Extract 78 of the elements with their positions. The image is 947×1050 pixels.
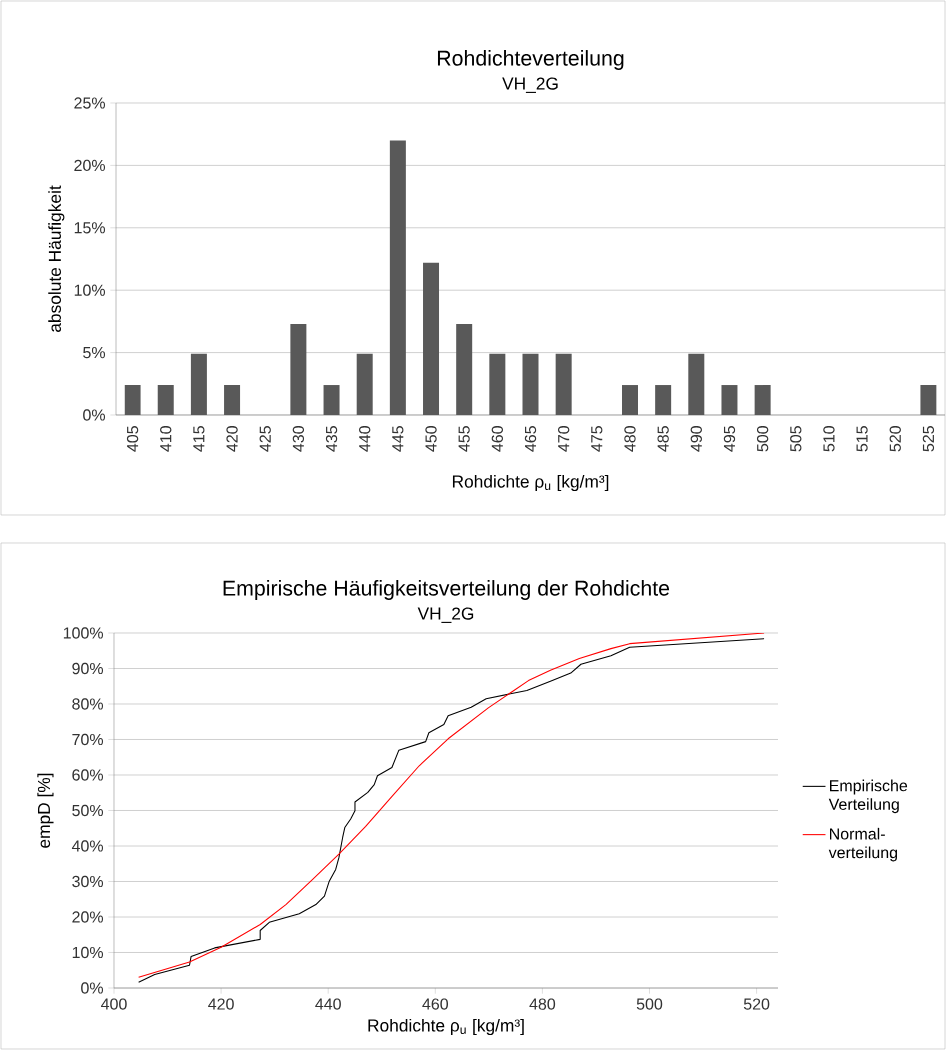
y-tick-label: 15% [74,222,106,234]
x-tick-label: 435 [325,426,338,452]
bar [754,385,771,415]
y-tick-label: 20% [72,911,104,923]
y-tick-label: 20% [74,159,106,172]
bar [190,353,207,415]
bar [721,385,738,415]
y-tick-label: 0% [83,409,106,421]
x-tick-label: 440 [359,426,371,452]
y-axis-title: absolute Häufigkeit [48,185,65,332]
x-tick-label: 480 [529,998,556,1010]
x-tick-label: 425 [259,426,271,452]
y-tick-label: 0% [81,982,104,994]
x-axis-title: Rohdichte ρ$_{u}$ [kg/m³] [452,474,609,492]
bar [555,353,572,415]
bar [356,353,373,415]
bar [920,385,937,415]
bar [456,323,473,415]
y-tick-label: 30% [72,875,104,888]
bar [489,353,506,415]
x-tick-label: 410 [160,426,172,452]
x-tick-label: 500 [636,998,663,1010]
y-tick-label: 5% [83,346,106,359]
y-tick-label: 60% [72,769,104,781]
bar [224,385,241,415]
x-tick-label: 440 [315,998,341,1010]
x-tick-label: 510 [823,426,835,452]
legend-label: Normal-verteilung [828,827,898,862]
x-tick-label: 400 [101,998,127,1010]
y-tick-label: 25% [74,97,106,109]
chart-subtitle: VH_2G [502,77,558,93]
y-tick-label: 70% [72,733,104,746]
chart-title: Rohdichteverteilung [437,50,624,70]
x-tick-label: 430 [292,426,305,452]
bar [389,140,406,415]
x-tick-label: 475 [591,426,603,452]
bar [688,353,705,415]
x-tick-label: 525 [922,426,935,452]
x-tick-label: 460 [491,426,503,452]
x-tick-label: 450 [425,426,437,452]
x-axis-title: Rohdichte ρ$_{u}$ [kg/m³] [368,1018,524,1036]
x-tick-label: 455 [458,426,470,452]
x-tick-label: 515 [856,426,868,452]
bar [423,262,440,415]
x-tick-label: 415 [193,426,205,452]
chart-subtitle: VH_2G [417,607,474,623]
bar [323,385,340,415]
bar [522,353,539,415]
bar [290,323,307,415]
bar [157,385,174,415]
x-tick-label: 505 [790,426,802,452]
y-tick-label: 50% [72,804,104,817]
x-tick-label: 445 [392,426,404,452]
x-tick-label: 420 [208,998,234,1010]
x-tick-label: 520 [743,998,770,1010]
bar [621,385,638,415]
x-tick-label: 470 [558,426,570,452]
x-tick-label: 405 [126,426,139,452]
x-tick-label: 465 [524,426,537,452]
y-tick-label: 10% [74,284,106,296]
y-tick-label: 10% [72,946,104,959]
chart-title: Empirische Häufigkeitsverteilung der Rohdichte [223,580,670,600]
y-tick-label: 100% [63,627,104,639]
x-tick-label: 460 [422,998,449,1010]
bar [655,385,672,415]
x-tick-label: 485 [657,426,669,452]
legend-label: Empirische Verteilung [828,779,908,814]
x-tick-label: 490 [690,426,702,452]
y-tick-label: 80% [72,698,104,710]
x-tick-label: 480 [624,426,636,452]
x-tick-label: 500 [756,426,769,452]
x-tick-label: 520 [889,426,901,452]
y-tick-label: 40% [71,840,104,852]
y-tick-label: 90% [72,662,104,675]
y-axis-title: empD [%] [37,773,54,848]
x-tick-label: 495 [723,426,736,452]
x-tick-label: 420 [226,426,238,452]
bar [124,385,141,415]
